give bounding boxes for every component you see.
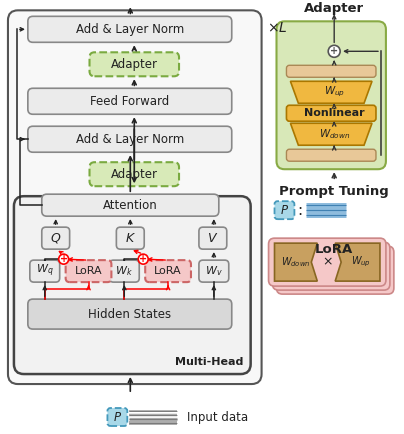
- FancyBboxPatch shape: [199, 260, 229, 282]
- FancyBboxPatch shape: [90, 53, 179, 76]
- Text: $W_v$: $W_v$: [205, 264, 223, 278]
- FancyBboxPatch shape: [273, 242, 390, 290]
- FancyBboxPatch shape: [269, 238, 386, 286]
- FancyBboxPatch shape: [65, 260, 112, 282]
- Text: $P$: $P$: [280, 204, 289, 217]
- FancyBboxPatch shape: [28, 126, 232, 152]
- Text: $V$: $V$: [207, 232, 219, 245]
- FancyBboxPatch shape: [30, 260, 60, 282]
- Text: Input data: Input data: [187, 411, 248, 424]
- Text: Multi-Head: Multi-Head: [175, 357, 243, 367]
- FancyBboxPatch shape: [286, 65, 376, 77]
- Circle shape: [59, 254, 69, 264]
- FancyBboxPatch shape: [8, 10, 261, 384]
- Text: +: +: [60, 254, 68, 264]
- Circle shape: [138, 254, 148, 264]
- FancyBboxPatch shape: [90, 162, 179, 186]
- Text: LoRA: LoRA: [154, 266, 182, 276]
- FancyBboxPatch shape: [109, 260, 139, 282]
- Text: Adapter: Adapter: [304, 2, 364, 15]
- Text: :: :: [297, 203, 302, 218]
- Text: $K$: $K$: [125, 232, 136, 245]
- FancyBboxPatch shape: [14, 196, 250, 374]
- Polygon shape: [290, 123, 372, 145]
- FancyBboxPatch shape: [145, 260, 191, 282]
- Circle shape: [328, 45, 340, 57]
- FancyBboxPatch shape: [42, 227, 69, 249]
- FancyBboxPatch shape: [276, 246, 394, 294]
- FancyBboxPatch shape: [28, 299, 232, 329]
- Polygon shape: [290, 81, 372, 103]
- Polygon shape: [335, 243, 380, 281]
- Text: Add & Layer Norm: Add & Layer Norm: [76, 23, 184, 36]
- FancyBboxPatch shape: [199, 227, 227, 249]
- Text: Add & Layer Norm: Add & Layer Norm: [76, 133, 184, 146]
- Text: LoRA: LoRA: [315, 243, 354, 256]
- Text: Adapter: Adapter: [111, 168, 158, 181]
- Text: $W_{down}$: $W_{down}$: [281, 255, 311, 269]
- FancyBboxPatch shape: [286, 105, 376, 121]
- FancyBboxPatch shape: [28, 88, 232, 114]
- Text: $W_{up}$: $W_{up}$: [324, 85, 345, 99]
- Text: +: +: [139, 254, 147, 264]
- Text: $\times\mathit{L}$: $\times\mathit{L}$: [267, 21, 287, 35]
- FancyBboxPatch shape: [276, 21, 386, 169]
- Text: Attention: Attention: [103, 199, 158, 212]
- Text: Nonlinear: Nonlinear: [304, 108, 364, 118]
- FancyBboxPatch shape: [42, 194, 219, 216]
- Text: Hidden States: Hidden States: [88, 308, 171, 321]
- Text: +: +: [330, 46, 338, 56]
- Text: LoRA: LoRA: [75, 266, 102, 276]
- Text: $Q$: $Q$: [50, 231, 61, 245]
- Text: $W_{down}$: $W_{down}$: [318, 127, 350, 141]
- Text: Adapter: Adapter: [111, 58, 158, 71]
- Text: $P$: $P$: [113, 411, 122, 424]
- FancyBboxPatch shape: [107, 408, 127, 426]
- Text: $W_{up}$: $W_{up}$: [351, 255, 370, 270]
- Text: $W_q$: $W_q$: [36, 263, 54, 279]
- Text: Feed Forward: Feed Forward: [90, 95, 169, 108]
- Polygon shape: [274, 243, 317, 281]
- Text: $W_k$: $W_k$: [116, 264, 133, 278]
- FancyBboxPatch shape: [28, 16, 232, 42]
- Text: Prompt Tuning: Prompt Tuning: [279, 185, 389, 198]
- FancyBboxPatch shape: [286, 149, 376, 161]
- FancyBboxPatch shape: [116, 227, 144, 249]
- Text: $\times$: $\times$: [322, 256, 332, 269]
- FancyBboxPatch shape: [274, 201, 295, 219]
